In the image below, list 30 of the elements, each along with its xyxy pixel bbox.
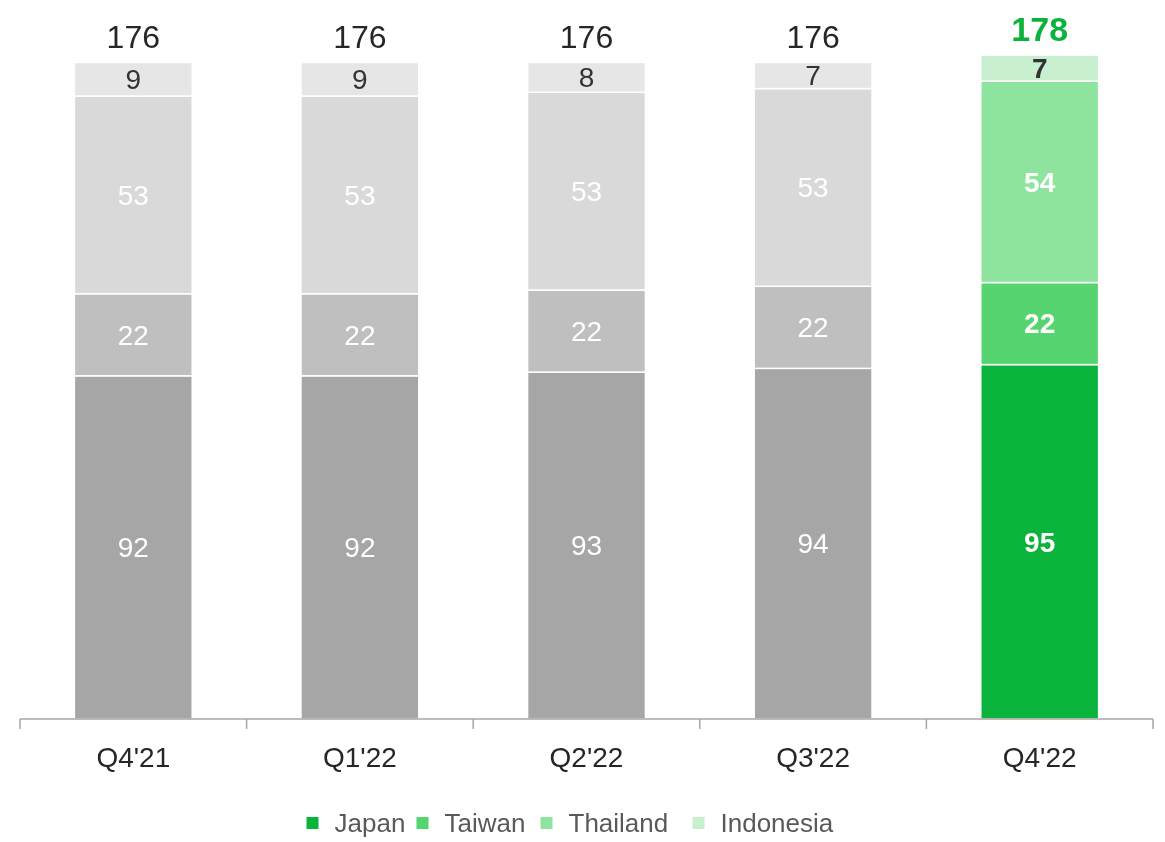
- total-label: 176: [559, 19, 614, 56]
- data-label: 7: [1031, 52, 1048, 84]
- total-label: 178: [1011, 10, 1069, 48]
- legend-label: Indonesia: [720, 808, 834, 839]
- data-label: 22: [570, 315, 603, 347]
- total-label: 176: [333, 19, 387, 56]
- data-label: 54: [1024, 166, 1056, 198]
- data-label: 94: [797, 528, 829, 560]
- data-label: 22: [797, 312, 829, 344]
- x-tick-label: Q1'22: [322, 741, 397, 773]
- legend-label: Thailand: [568, 808, 669, 839]
- x-tick-label: Q3'22: [776, 741, 851, 773]
- data-label: 92: [117, 532, 149, 564]
- data-label: 8: [578, 62, 595, 94]
- total-label: 176: [786, 19, 840, 56]
- data-label: 9: [352, 64, 368, 96]
- legend-label: Taiwan: [444, 808, 526, 839]
- data-label: 9: [125, 64, 142, 96]
- data-label: 93: [570, 530, 603, 562]
- legend-label: Japan: [334, 808, 406, 839]
- data-label: 7: [805, 60, 821, 92]
- total-label: 176: [106, 19, 160, 56]
- x-tick-label: Q2'22: [549, 741, 624, 773]
- x-tick-label: Q4'21: [96, 741, 171, 773]
- x-tick-label: Q4'22: [1002, 741, 1077, 773]
- data-label: 92: [344, 532, 376, 564]
- data-label: 22: [117, 319, 149, 351]
- data-label: 22: [1024, 308, 1056, 340]
- data-label: 22: [344, 319, 376, 351]
- data-label: 95: [1024, 526, 1056, 558]
